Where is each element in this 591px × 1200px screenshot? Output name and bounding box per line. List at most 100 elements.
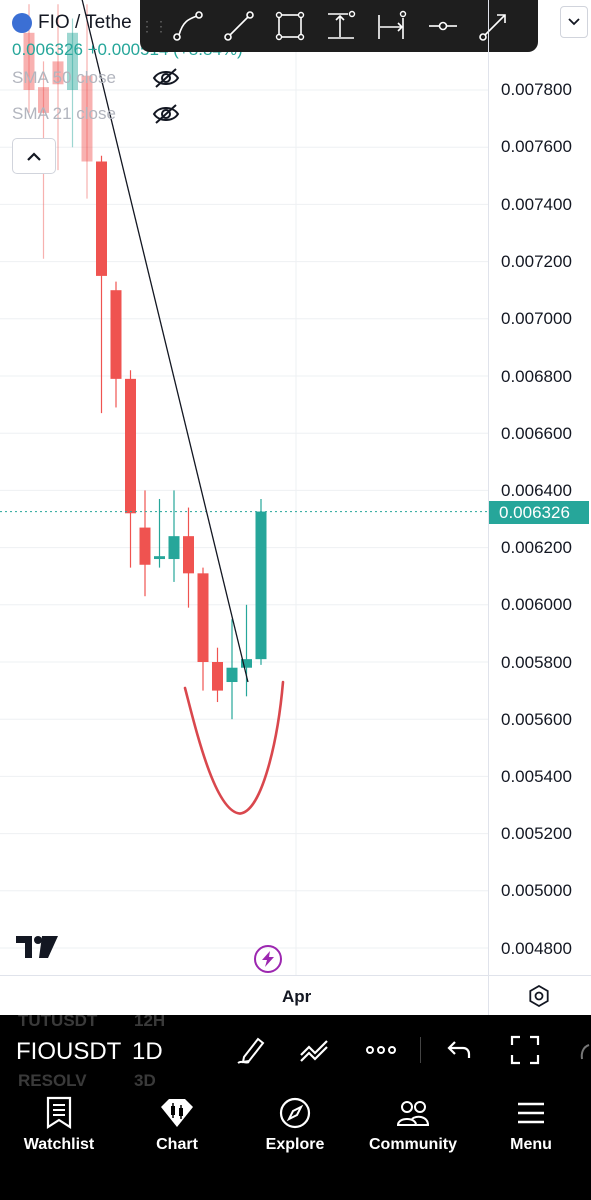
watchlist-icon [46,1096,72,1130]
rectangle-tool[interactable] [264,0,315,52]
nav-label: Community [369,1136,457,1153]
indicator-label: SMA 21 close [12,104,116,123]
candle-body [197,573,209,662]
nav-label: Explore [265,1136,325,1153]
candle-body [183,536,194,574]
horizontal-line-tool[interactable] [417,0,468,52]
candle-body [96,161,107,276]
candle-body [52,61,64,85]
nav-label: Chart [156,1136,198,1153]
indicator-label: SMA 50 close [12,68,116,87]
nav-menu[interactable]: Menu [472,1095,590,1154]
annotation-curve [183,680,285,815]
price-chart[interactable] [0,0,591,975]
eye-off-icon[interactable] [152,102,180,126]
price-axis-label: 0.005200 [501,824,572,843]
fullscreen-icon [510,1035,540,1065]
candle-body [81,75,93,162]
pen-icon [237,1037,265,1064]
candle-body [226,667,238,683]
arrow-tool[interactable] [468,0,519,52]
indicator-row-sma50[interactable]: SMA 50 close [12,60,243,96]
date-range-tool[interactable] [366,0,417,52]
price-axis-label: 0.006000 [501,595,572,614]
compass-icon [279,1097,311,1129]
ghost-symbol: TUTUSDT [18,1015,98,1030]
price-axis-label: 0.007000 [501,309,572,328]
more-button[interactable] [364,1033,398,1067]
trend-tools-button[interactable] [298,1033,332,1067]
nav-watchlist[interactable]: Watchlist [0,1095,118,1154]
price-axis-label: 0.004800 [501,939,572,958]
ghost-interval: 3D [134,1071,156,1087]
trend-tools-icon [300,1040,328,1062]
price-axis-label: 0.005600 [501,710,572,729]
time-axis[interactable]: Apr [0,975,591,1016]
candle-body [23,32,35,90]
chevron-up-icon [27,152,41,161]
price-axis-label: 0.006200 [501,538,572,557]
collapse-legend-button[interactable] [12,138,56,174]
candle-body [67,32,78,90]
vertical-measure-icon [327,10,355,39]
trend-line-icon [172,11,203,41]
symbol-selector[interactable]: FIOUSDT [16,1038,122,1065]
price-axis-label: 0.006400 [501,481,572,500]
interval-selector[interactable]: 1D [132,1038,163,1065]
candle-body [212,662,223,691]
price-axis-label: 0.005000 [501,881,572,900]
candle-body [168,536,180,560]
chart-dropdown-button[interactable] [560,6,588,38]
bottom-navigation[interactable]: Watchlist Chart Explore [0,1087,591,1200]
chart-icon [161,1099,193,1127]
chart-area[interactable]: FIO / Tethe 0.006326 +0.000514 (+8.84%) … [0,0,591,975]
symbol-row[interactable]: FIO / Tethe [12,8,243,38]
line-tool[interactable] [213,0,264,52]
symbol-title[interactable]: FIO / Tethe [38,12,132,33]
price-axis-label: 0.007400 [501,195,572,214]
price-axis-label: 0.006600 [501,424,572,443]
eye-off-icon[interactable] [152,66,180,90]
fullscreen-button[interactable] [508,1033,542,1067]
fio-logo-icon [12,13,32,33]
tradingview-logo[interactable] [16,936,58,958]
bolt-button[interactable] [254,945,282,973]
undo-button[interactable] [442,1033,476,1067]
price-range-tool[interactable] [315,0,366,52]
trend-line-tool[interactable] [162,0,213,52]
community-icon [396,1101,430,1126]
drawing-button[interactable] [234,1033,268,1067]
symbol-bar[interactable]: TUTUSDT 12H RESOLV 3D FIOUSDT 1D [0,1015,591,1087]
price-axis-label: 0.006800 [501,367,572,386]
nav-community[interactable]: Community [354,1095,472,1154]
nav-chart[interactable]: Chart [118,1095,236,1154]
horizontal-line-icon [428,21,457,31]
drawing-toolbar[interactable]: ⋮⋮ [140,0,538,52]
nav-explore[interactable]: Explore [236,1095,354,1154]
time-axis-label: Apr [282,987,312,1006]
candle-body [38,87,49,113]
horizontal-measure-icon [377,10,406,39]
indicator-row-sma21[interactable]: SMA 21 close [12,96,243,132]
line-icon [223,11,254,41]
price-axis-label: 0.007800 [501,80,572,99]
menu-icon [518,1102,544,1124]
price-axis-label: 0.005800 [501,653,572,672]
candle-body [154,556,165,560]
trend-line [81,0,249,683]
drag-handle-icon[interactable]: ⋮⋮ [140,17,168,34]
chevron-down-icon [568,18,580,26]
price-axis-label: 0.007600 [501,137,572,156]
chart-settings-icon[interactable] [528,985,550,1007]
candle-body [241,659,252,668]
toolbar-divider [420,1037,421,1063]
price-axis[interactable]: 0.007800 0.007600 0.007400 0.007200 0.00… [488,0,591,975]
ghost-symbol: RESOLV [18,1071,87,1087]
price-axis-label: 0.005400 [501,767,572,786]
axis-divider [488,976,489,1016]
candle-body [255,511,267,660]
arrow-icon [478,14,506,41]
more-icon [366,1046,396,1054]
price-axis-label: 0.007200 [501,252,572,271]
partial-icon[interactable] [578,1043,591,1061]
